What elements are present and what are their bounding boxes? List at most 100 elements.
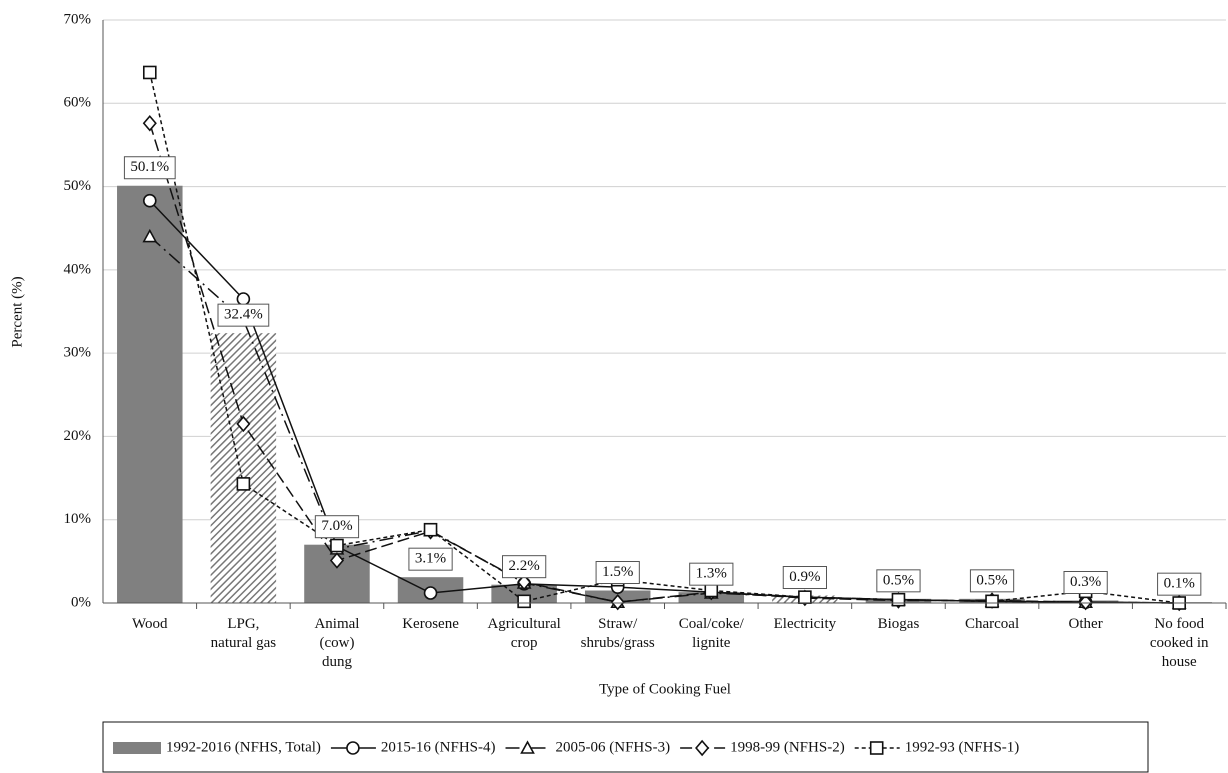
x-tick-label: Wood	[132, 616, 168, 632]
y-tick-label: 30%	[64, 345, 92, 361]
x-tick-label-line: lignite	[692, 635, 731, 651]
legend-label: 1992-93 (NFHS-1)	[905, 739, 1020, 755]
marker	[1078, 593, 1093, 611]
legend-label: 2015-16 (NFHS-4)	[381, 739, 496, 755]
legend-label: 1992-2016 (NFHS, Total)	[166, 739, 321, 755]
value-label: 0.5%	[883, 572, 914, 588]
x-tick-label: No food cooked in house	[1150, 616, 1209, 670]
x-tick-label-line: Animal	[314, 616, 359, 632]
marker	[520, 740, 535, 754]
marker	[517, 594, 531, 609]
marker	[869, 741, 884, 755]
series-line	[149, 200, 1180, 604]
x-tick-label-line: Other	[1069, 616, 1103, 632]
marker	[891, 592, 906, 607]
x-tick-label-line: crop	[511, 635, 538, 651]
value-label-box	[314, 515, 360, 539]
marker	[798, 590, 812, 604]
bar	[117, 185, 183, 603]
x-tick-label-line: Charcoal	[965, 616, 1019, 632]
y-tick-label: 50%	[64, 178, 92, 194]
value-label-box	[408, 547, 453, 571]
value-label-box	[969, 569, 1015, 593]
legend-swatch	[113, 742, 161, 754]
marker	[423, 586, 438, 600]
x-tick-label-line: LPG,	[227, 616, 259, 632]
marker	[236, 477, 251, 491]
marker	[695, 739, 710, 757]
marker	[142, 193, 157, 208]
x-axis-title: Type of Cooking Fuel	[599, 681, 731, 697]
marker	[985, 594, 999, 609]
value-label-box	[1157, 572, 1202, 596]
x-tick-label-line: Agricultural	[487, 616, 560, 632]
value-label: 32.4%	[224, 307, 263, 323]
marker	[610, 593, 625, 611]
marker	[329, 552, 345, 569]
x-tick-label: Straw/shrubs/grass	[581, 616, 655, 651]
x-tick-label: Kerosene	[402, 616, 459, 632]
x-tick-label-line: dung	[322, 654, 353, 670]
value-label: 7.0%	[321, 518, 352, 534]
x-tick-label: Other	[1069, 616, 1103, 632]
value-label: 0.3%	[1070, 574, 1101, 590]
value-label-box	[876, 569, 921, 593]
y-tick-label: 70%	[64, 11, 92, 27]
value-label-box	[502, 555, 547, 579]
x-tick-label-line: Electricity	[774, 616, 837, 632]
y-tick-label: 60%	[64, 95, 92, 111]
x-tick-label: LPG, natural gas	[211, 616, 277, 651]
marker	[330, 538, 344, 553]
value-label: 1.5%	[602, 564, 633, 580]
value-label: 0.9%	[789, 569, 820, 585]
legend-box	[102, 721, 1149, 773]
marker	[236, 415, 251, 433]
value-label: 50.1%	[130, 159, 169, 175]
y-tick-label: 40%	[64, 261, 92, 277]
x-tick-label-line: house	[1162, 654, 1197, 670]
value-label-box	[1063, 571, 1108, 595]
legend-label: 1998-99 (NFHS-2)	[730, 739, 845, 755]
x-tick-label: Electricity	[774, 616, 837, 632]
value-label: 1.3%	[696, 566, 727, 582]
value-label: 0.5%	[976, 572, 1007, 588]
value-label-box	[689, 562, 734, 586]
x-tick-label: Coal/coke/lignite	[679, 616, 745, 651]
legend-label: 2005-06 (NFHS-3)	[556, 739, 671, 755]
value-label: 2.2%	[509, 558, 540, 574]
x-tick-label-line: No food	[1154, 616, 1204, 632]
y-tick-label: 10%	[64, 511, 92, 527]
series-line	[149, 123, 1180, 604]
x-tick-label-line: Coal/coke/	[679, 616, 745, 632]
marker	[704, 583, 719, 598]
y-tick-label: 20%	[64, 428, 92, 444]
marker	[423, 522, 438, 537]
x-tick-label-line: cooked in	[1150, 635, 1209, 651]
marker	[142, 228, 158, 243]
series-line	[149, 72, 1180, 604]
x-tick-label: Agricultural crop	[487, 616, 560, 651]
value-label: 0.1%	[1164, 576, 1195, 592]
value-label-box	[217, 303, 270, 327]
marker	[346, 741, 360, 755]
y-axis-title: Percent (%)	[9, 276, 25, 347]
x-tick-label-line: shrubs/grass	[581, 635, 655, 651]
y-tick-label: 0%	[71, 594, 91, 610]
series-line	[149, 235, 1180, 604]
marker	[142, 65, 157, 80]
x-tick-label-line: Kerosene	[402, 616, 459, 632]
bar	[491, 584, 557, 603]
marker	[236, 292, 251, 306]
marker	[142, 115, 157, 132]
x-tick-label-line: Biogas	[878, 616, 920, 632]
value-label-box	[595, 561, 640, 585]
x-tick-label-line: Wood	[132, 616, 168, 632]
value-label-box	[123, 156, 176, 180]
x-tick-label: Charcoal	[965, 616, 1019, 632]
x-tick-label-line: natural gas	[211, 635, 277, 651]
value-label-box	[782, 566, 827, 590]
marker	[517, 573, 532, 591]
value-label: 3.1%	[415, 551, 446, 567]
x-tick-label-line: (cow)	[319, 635, 354, 651]
